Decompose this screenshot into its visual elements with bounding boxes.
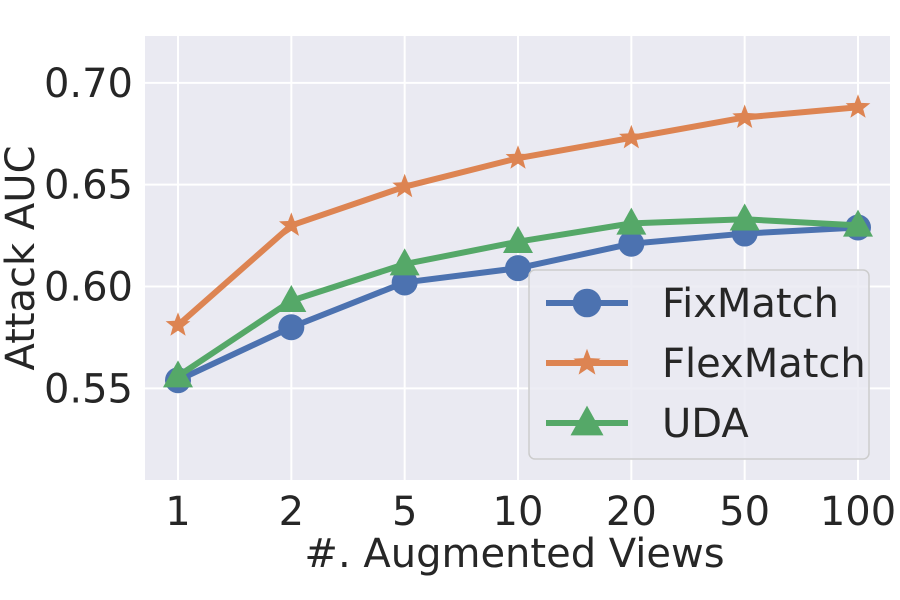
- y-tick-label: 0.55: [44, 366, 133, 412]
- x-tick-label: 1: [165, 489, 190, 535]
- legend-box: [528, 269, 870, 460]
- legend: FixMatch FlexMatch UDA: [528, 269, 870, 460]
- data-point: [276, 285, 307, 313]
- x-tick-label: 5: [392, 489, 417, 535]
- data-point: [278, 314, 305, 341]
- data-point: [618, 230, 645, 257]
- data-point: [505, 145, 531, 169]
- data-point: [843, 209, 873, 237]
- data-point: [391, 269, 418, 296]
- series-uda: [163, 203, 873, 388]
- x-tick-label: 2: [279, 489, 304, 535]
- x-tick-label: 100: [820, 489, 896, 535]
- y-tick-label: 0.60: [44, 265, 133, 311]
- x-tick-label: 10: [493, 489, 544, 535]
- data-point: [278, 212, 304, 236]
- data-point: [729, 203, 760, 231]
- y-tick-label: 0.70: [44, 61, 133, 107]
- series-flexmatch: [165, 94, 871, 336]
- data-point: [618, 124, 644, 149]
- data-point: [163, 360, 193, 388]
- legend-label: UDA: [662, 401, 749, 447]
- x-tick-label: 50: [719, 489, 770, 535]
- data-point: [392, 173, 418, 198]
- y-tick-label: 0.65: [44, 163, 133, 209]
- legend-item: UDA: [546, 401, 749, 447]
- data-point: [503, 225, 533, 253]
- legend-label: FixMatch: [662, 281, 839, 327]
- data-point: [616, 207, 647, 235]
- tick-labels: 1 2 5 10 20 50 100 0.55 0.60 0.65 0.70: [44, 61, 896, 535]
- legend-item: FlexMatch: [546, 341, 866, 387]
- data-point: [845, 94, 871, 118]
- x-axis-label: #. Augmented Views: [304, 531, 724, 577]
- legend-label: FlexMatch: [662, 341, 866, 387]
- data-point: [505, 255, 531, 282]
- data-point: [572, 288, 602, 318]
- data-point: [573, 348, 601, 375]
- x-tick-label: 20: [606, 489, 657, 535]
- data-point: [165, 312, 191, 336]
- data-point: [570, 405, 604, 436]
- data-point: [732, 104, 758, 128]
- y-axis-label: Attack AUC: [0, 146, 44, 371]
- series-layer: [163, 94, 873, 394]
- legend-item: FixMatch: [546, 281, 839, 327]
- data-point: [389, 248, 420, 276]
